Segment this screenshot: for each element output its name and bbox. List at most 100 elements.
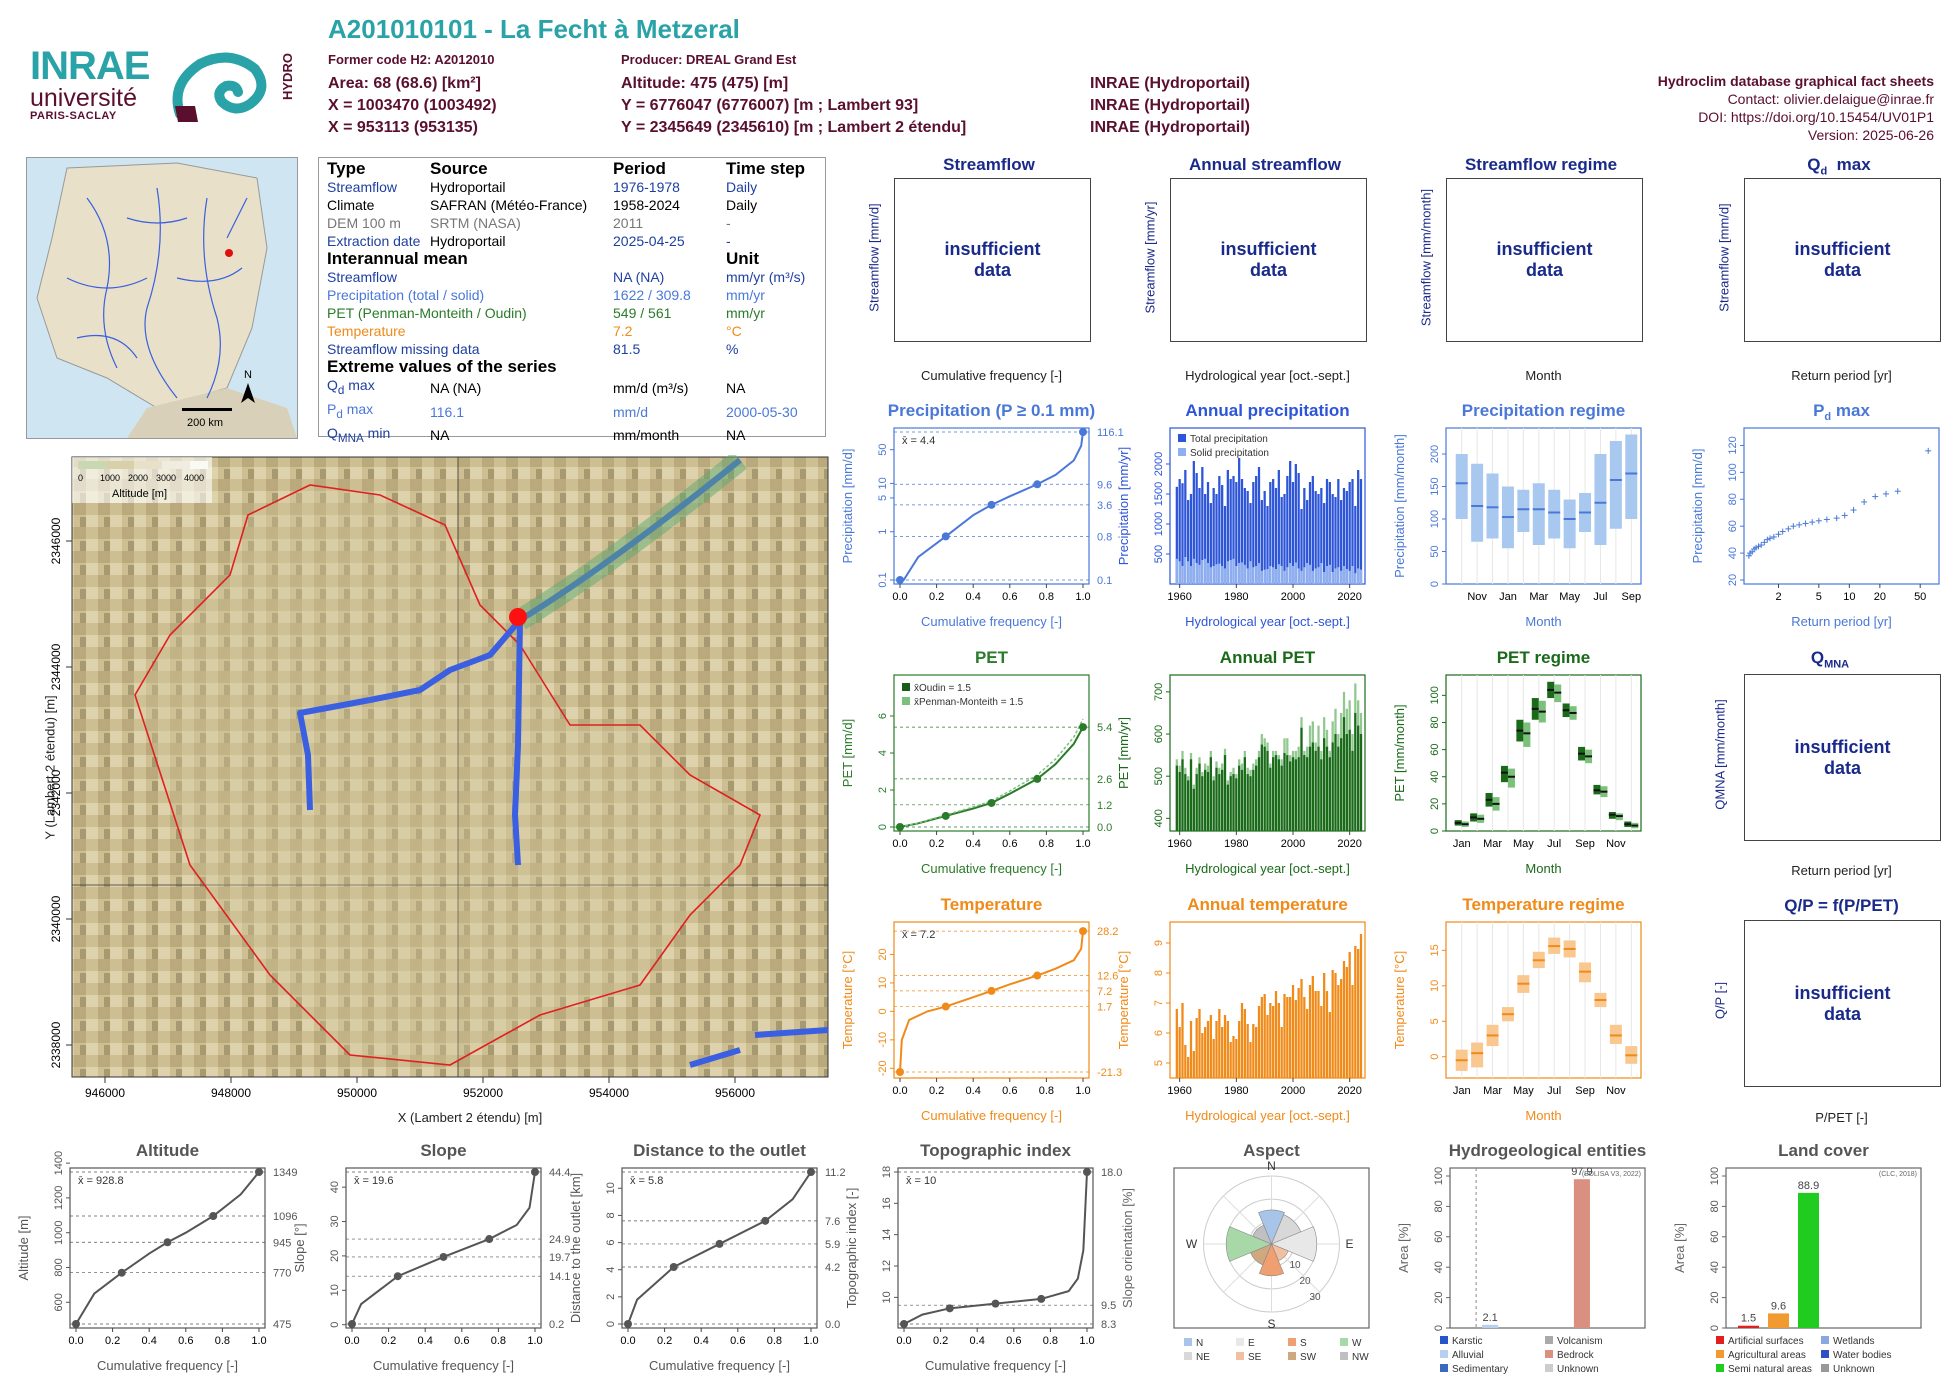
annual_pet-bar-oudin [1325,746,1329,831]
temp_cdf-xtick: 0.6 [1002,1085,1017,1097]
distance_cdf-xlabel: Cumulative frequency [-] [649,1358,790,1373]
info-row: Streamflow Hydroportail 1976-1978 Daily [323,178,809,196]
annual_prec-bar-solid [1320,563,1323,584]
basin-xtick: 952000 [463,1086,503,1100]
annual_temp-bar [1218,1009,1221,1078]
qmna-title: QMNA [1810,648,1850,671]
row1-ylabel: Streamflow [mm/d] [866,203,882,312]
pd_max-point [1841,512,1848,519]
annual_prec-bar-solid [1297,568,1300,584]
topo_cdf-marker [1083,1168,1091,1176]
annual_pet-bar-oudin [1175,765,1178,831]
annual_temp-bar [1320,1006,1323,1078]
temp_regime-ytick: 10 [1429,980,1441,992]
prec_regime-ytick: 100 [1429,510,1441,528]
annual_prec-bar-solid [1212,566,1215,584]
annual_temp-bar [1206,1021,1210,1078]
annual_temp-bar [1249,1042,1252,1078]
annual_prec-bar-total [1187,500,1190,584]
distance_cdf-marker [669,1263,678,1271]
distance_cdf-xtick: 0.6 [730,1335,745,1347]
row1-xlabel: Month [1525,368,1562,383]
extreme-row: QMNA min NA mm/month NA [323,424,809,448]
pd_max-point [1764,536,1771,543]
annual_pet-bar-oudin [1201,776,1204,831]
topo_cdf-xtick: 0.4 [970,1335,985,1347]
watershed-boundary [134,484,762,1066]
annual_temp-xtick: 1980 [1224,1085,1248,1097]
pet_cdf-right-tick: 1.2 [1097,800,1112,812]
distance_cdf-mean: x̄ = 5.8 [630,1175,663,1187]
annual_pet-bar-oudin [1223,755,1227,831]
insufficient-label: insufficient data [1794,239,1891,280]
aspect-sector [1225,1226,1273,1262]
extreme-row-cell-1: 116.1 [430,403,464,420]
temp_regime-xtick: Sep [1575,1085,1595,1097]
annual_pet-bar-oudin [1209,757,1212,831]
distance_cdf-plot-area [621,1167,818,1329]
pet_cdf-ytick: 6 [877,713,889,719]
landcover-bar-label: 9.6 [1771,1300,1786,1312]
prec_regime-xtick: May [1559,591,1580,603]
annual_pet-bar-oudin [1334,734,1337,831]
prec_regime-xtick: Jul [1593,591,1607,603]
altitude_cdf-xtick: 0.2 [105,1335,120,1347]
pet_cdf-legend: x̄Penman-Monteith = 1.5 [914,697,1024,708]
prec_regime-xlabel: Month [1525,614,1561,629]
temp_cdf-xlabel: Cumulative frequency [-] [921,1108,1062,1123]
table-header-row: Type Source Period Time step [323,160,809,178]
annual_temp-bar [1263,994,1266,1078]
annual_temp-bar [1351,985,1354,1078]
annual_prec-bar-solid [1209,567,1212,584]
landcover-ytick: 40 [1709,1261,1721,1273]
pet_regime-ytick: 20 [1429,798,1441,810]
annual_temp-bar [1311,976,1314,1078]
pet_cdf-xtick: 1.0 [1075,838,1090,850]
database-title: Hydroclim database graphical fact sheets [1657,73,1934,89]
annual_prec-bar-solid [1195,563,1198,584]
altitude_cdf-ytick: 1400 [53,1151,65,1175]
x-lambert2e: X = 953113 (953135) [328,119,478,136]
pet_cdf-xtick: 0.8 [1039,838,1054,850]
annual_pet-xtick: 2000 [1281,838,1305,850]
prec_cdf-ytick: 10 [877,477,889,489]
extreme-row: Pd max 116.1 mm/d 2000-05-30 [323,400,809,424]
annual_prec-bar-solid [1221,566,1224,584]
annual_prec-bar-solid [1249,561,1252,584]
slope_cdf-right-tick: 19.7 [549,1252,570,1264]
qp-ylabel: Q/P [-] [1712,981,1728,1020]
aspect-legend-item: NE [1196,1352,1210,1363]
altitude_cdf-xtick: 0.4 [142,1335,157,1347]
north-label: N [244,369,252,381]
info-row-cell-0: Extraction date [327,233,421,249]
aspect-ylabel: Slope orientation [%] [1120,1188,1135,1308]
annual_pet-ylabel: PET [mm/yr] [1116,717,1131,789]
temp_regime-xtick: Mar [1483,1085,1502,1097]
hydrogeol-bar-label: 2.1 [1482,1312,1497,1324]
interannual-row-cell-0: Streamflow missing data [327,341,480,357]
database-info: Hydroclim database graphical fact sheets… [1658,72,1934,144]
annual_temp-bar [1195,1018,1198,1078]
temp_cdf-ytick: 0 [877,1008,889,1014]
slope_cdf-title: Slope [420,1141,466,1160]
annual_temp-ytick: 5 [1153,1060,1165,1066]
annual_temp-chart: Annual temperature Temperature [°C] Hydrol… [1116,895,1366,1123]
prec_cdf-curve [900,431,1084,581]
pd_max-point [1785,525,1792,532]
annual_pet-bar-oudin [1221,769,1224,831]
altitude_cdf-ytick: 1000 [53,1220,65,1244]
temp_regime-box [1471,1042,1484,1068]
annual_temp-ytick: 6 [1153,1030,1165,1036]
altitude-value: Altitude: 475 (475) [m] [621,75,789,92]
annual_temp-bar [1257,1006,1261,1078]
temp_cdf-chart: Temperature Temperature [°C] Cumulative fr… [840,895,1122,1123]
annual_prec-bar-solid [1189,566,1193,584]
temp_cdf-ylabel: Temperature [°C] [840,951,855,1049]
annual_pet-bar-oudin [1195,774,1198,831]
annual_prec-bar-solid [1300,570,1303,584]
row1-xlabel: Return period [yr] [1791,368,1892,383]
aspect-legend-item: SE [1248,1352,1262,1363]
annual_temp-bar [1184,1045,1187,1078]
aspect-compass: N [1267,1159,1276,1173]
temp_cdf-mean: x̄ = 7.2 [902,929,935,941]
